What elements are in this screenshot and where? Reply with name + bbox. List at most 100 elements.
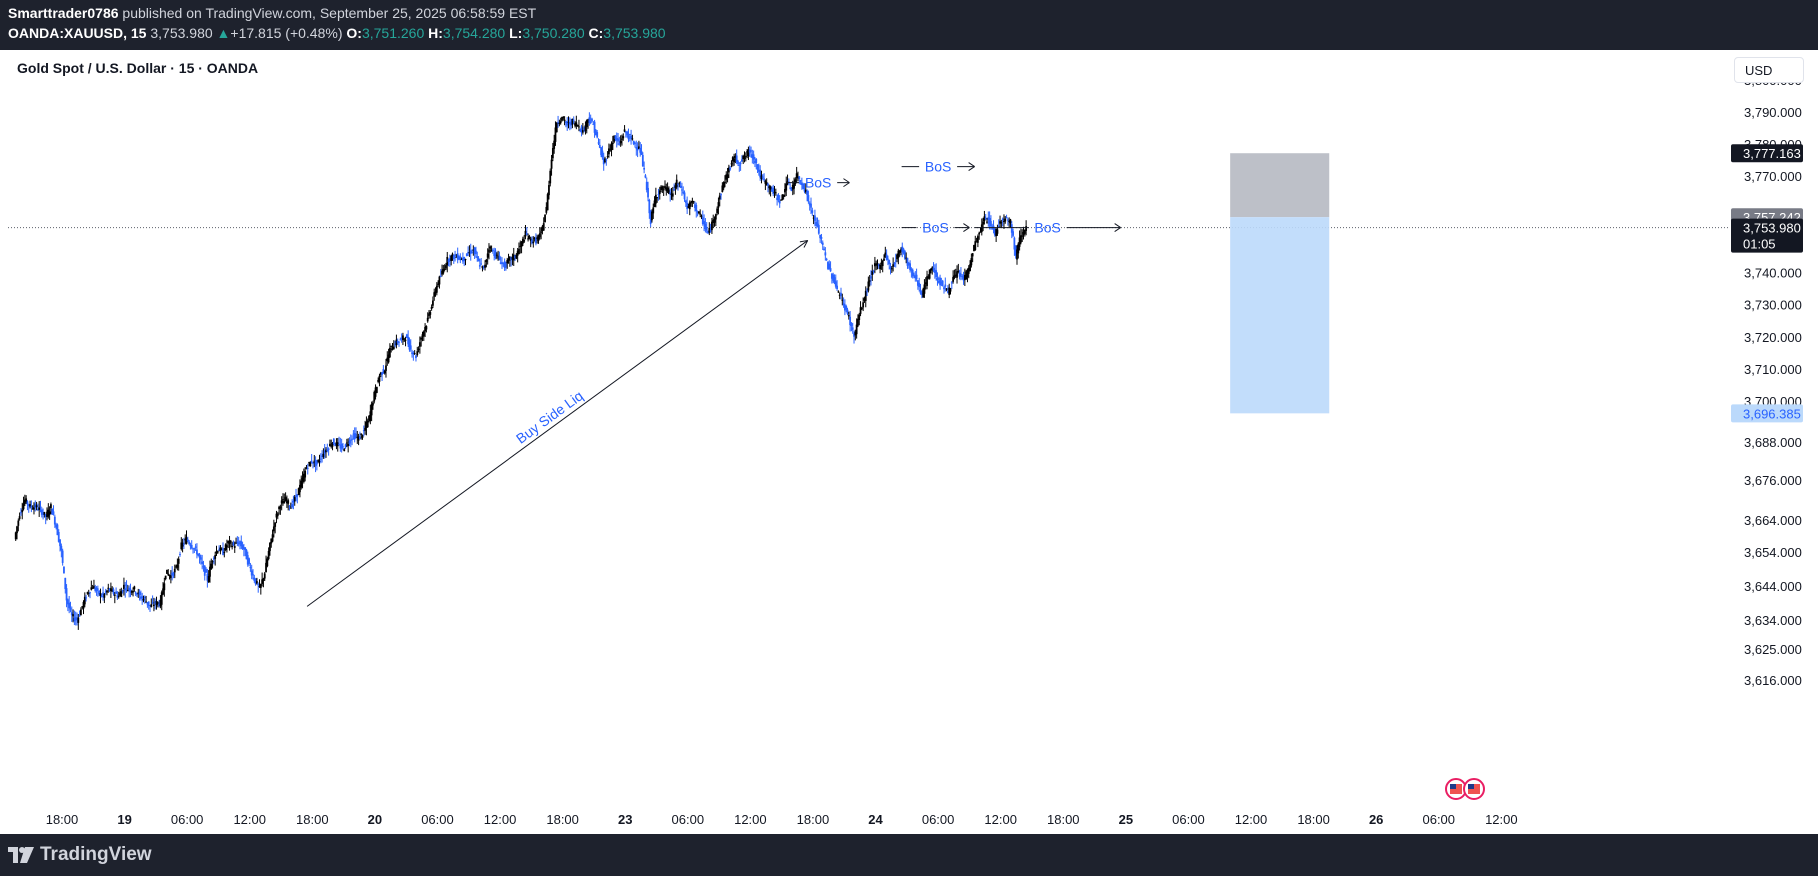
candle-body [817, 225, 820, 234]
candle-body [697, 211, 700, 214]
candle-body [379, 372, 382, 375]
candle-body [761, 176, 764, 178]
candle-body [177, 558, 180, 564]
candle-body [340, 443, 343, 449]
last-price: 3,753.980 [150, 25, 213, 41]
candle-body [568, 122, 571, 125]
candle-body [980, 224, 983, 232]
price-tick-label: 3,740.000 [1744, 266, 1802, 281]
candle-body [927, 276, 930, 279]
candle-body [619, 140, 622, 144]
candle-body [979, 231, 982, 233]
candle-body [362, 430, 365, 432]
candle-body [888, 260, 891, 265]
candle-body [94, 587, 97, 591]
candle-body [949, 288, 952, 292]
author-name[interactable]: Smarttrader0786 [8, 5, 119, 21]
candle-body [494, 250, 497, 258]
us-flag-event-icon [1450, 784, 1456, 789]
candle-body [137, 592, 140, 595]
candle-body [954, 274, 957, 276]
candle-body [597, 142, 600, 144]
candle-body [198, 554, 201, 558]
candle-body [923, 284, 926, 294]
candle-body [321, 455, 323, 458]
candle-body [1006, 219, 1009, 221]
candle-body [694, 204, 696, 209]
candle-body [308, 462, 310, 464]
candle-body [999, 221, 1001, 224]
candle-body [576, 125, 579, 127]
candle-body [400, 337, 403, 339]
candle-body [903, 250, 906, 259]
candle-body [392, 346, 395, 350]
candle-body [212, 557, 215, 560]
candle-body [562, 117, 565, 119]
candle-body [627, 135, 630, 140]
candle-body [763, 178, 765, 180]
candle-body [677, 183, 679, 185]
candle-body [914, 275, 917, 279]
candle-body [128, 587, 131, 591]
candle-body [209, 566, 211, 577]
candle-body [584, 125, 587, 132]
candle-body [567, 121, 570, 123]
candle-body [269, 542, 271, 552]
candle-body [55, 524, 58, 528]
candle-body [422, 331, 425, 337]
candle-body [403, 338, 406, 340]
candle-body [920, 292, 923, 295]
candle-body [47, 509, 50, 517]
candle-body [246, 555, 249, 565]
candle-body [897, 250, 900, 258]
candle-body [464, 259, 467, 261]
candle-body [402, 335, 404, 341]
header-bar: Smarttrader0786 published on TradingView… [0, 0, 1818, 50]
candle-body [661, 186, 664, 190]
candle-body [14, 532, 17, 540]
candle-body [236, 541, 239, 544]
candle-body [142, 598, 145, 601]
symbol: OANDA:XAUUSD, 15 [8, 25, 147, 41]
time-tick-label: 12:00 [734, 812, 767, 827]
currency-selector[interactable]: USD [1734, 57, 1804, 83]
candle-body [1023, 229, 1026, 234]
candle-body [867, 281, 870, 291]
candle-body [551, 148, 554, 159]
price-tick-label: 3,625.000 [1744, 642, 1802, 657]
candle-body [357, 436, 360, 441]
bos-label: BoS [805, 175, 831, 191]
candle-body [339, 445, 342, 449]
candle-body [932, 267, 935, 271]
candle-body [78, 615, 81, 617]
candle-body [922, 289, 925, 298]
candle-body [223, 552, 226, 554]
price-tick-label: 3,790.000 [1744, 105, 1802, 120]
candle-body [151, 602, 154, 604]
candle-body [519, 245, 522, 247]
candle-body [40, 509, 43, 515]
candle-body [309, 461, 312, 467]
candle-body [780, 199, 782, 201]
candle-body [608, 148, 610, 155]
bos-arrowhead [968, 162, 975, 172]
tradingview-logo[interactable]: TradingView [8, 843, 152, 867]
candle-body [669, 192, 672, 195]
candle-body [990, 221, 992, 227]
candle-body [25, 498, 28, 503]
candle-body [295, 495, 297, 498]
candle-body [90, 587, 93, 590]
candle-body [518, 249, 520, 255]
candle-body [613, 135, 616, 142]
candle-body [172, 572, 175, 576]
candle-body [986, 221, 988, 223]
candle-body [823, 248, 825, 251]
candle-body [486, 253, 489, 258]
candle-body [963, 275, 966, 281]
candle-body [850, 323, 853, 326]
candle-body [293, 496, 296, 502]
candle-body [115, 591, 118, 594]
price-label-text: 3,753.980 [1743, 221, 1801, 236]
